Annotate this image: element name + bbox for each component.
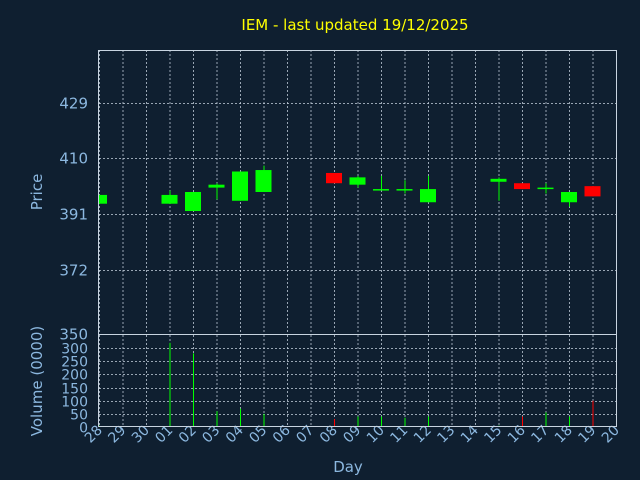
- volume-tick-300: 300: [61, 342, 88, 358]
- volume-tick-50: 50: [70, 408, 88, 424]
- candle-15: [490, 177, 507, 201]
- price-tick-350: 350: [59, 326, 88, 344]
- candle-09: [349, 175, 366, 188]
- candle-body: [561, 192, 577, 203]
- candle-body: [185, 192, 201, 212]
- candles: [99, 165, 601, 212]
- candle-body: [396, 189, 413, 191]
- volume-tick-0: 0: [79, 421, 88, 437]
- volume-tick-200: 200: [61, 368, 88, 384]
- candle-body: [99, 194, 107, 204]
- price-tick-429: 429: [59, 95, 88, 113]
- candle-body: [161, 194, 178, 204]
- candle-body: [208, 184, 225, 188]
- candle-body: [514, 183, 530, 190]
- candle-body: [232, 171, 248, 201]
- candle-04: [232, 171, 248, 201]
- candle-body: [373, 189, 389, 191]
- chart-title: IEM - last updated 19/12/2025: [241, 16, 468, 34]
- price-tick-391: 391: [59, 206, 88, 224]
- candle-28: [99, 194, 107, 204]
- candle-11: [396, 180, 413, 194]
- candle-03: [208, 183, 225, 200]
- candle-body: [537, 187, 554, 190]
- volume-frame: [98, 334, 617, 427]
- candle-17: [537, 183, 554, 194]
- day-axis-label: Day: [333, 458, 363, 476]
- candle-body: [255, 170, 272, 192]
- volume-axis-label: Volume (0000): [28, 326, 46, 436]
- price-axis-label: Price: [28, 174, 46, 211]
- candle-19: [584, 186, 601, 197]
- volume-bars: [99, 342, 594, 427]
- candle-05: [255, 165, 272, 192]
- candle-body: [420, 189, 436, 203]
- volume-grid: [99, 335, 617, 427]
- candle-01: [161, 190, 178, 204]
- price-tick-410: 410: [59, 150, 88, 168]
- volume-tick-250: 250: [61, 355, 88, 371]
- candle-body: [584, 186, 601, 197]
- candle-18: [561, 192, 577, 207]
- candle-body: [490, 178, 507, 182]
- price-tick-372: 372: [59, 262, 88, 280]
- candle-08: [326, 172, 342, 184]
- volume-tick-100: 100: [61, 395, 88, 411]
- candle-body: [326, 172, 342, 184]
- candle-16: [514, 183, 530, 190]
- candle-12: [420, 175, 436, 203]
- candle-02: [185, 192, 201, 212]
- candle-10: [373, 175, 389, 191]
- price-grid: [99, 50, 617, 334]
- volume-tick-150: 150: [61, 382, 88, 398]
- price-tick-labels: 350 372 391 410 429: [59, 95, 88, 344]
- candle-body: [349, 177, 366, 185]
